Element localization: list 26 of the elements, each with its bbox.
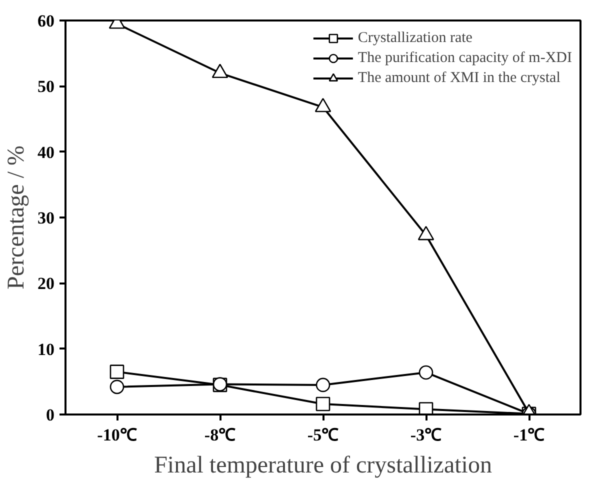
point (212, 64, 228, 78)
legend-label: The amount of XMI in the crystal (358, 70, 560, 86)
y-tick-label: 40 (38, 142, 54, 162)
y-tick-label: 20 (38, 274, 54, 294)
point (110, 364, 124, 379)
y-tick-label: 0 (46, 406, 54, 424)
legend-label: The purification capacity of m-XDI (358, 50, 572, 66)
x-tick-label: -8℃ (204, 426, 236, 444)
point (316, 378, 330, 392)
x-tick-label: -3℃ (410, 426, 442, 444)
legend-label: Crystallization rate (358, 30, 472, 46)
point (316, 396, 330, 412)
x-axis-title: Final temperature of crystallization (154, 452, 492, 478)
y-tick-label: 10 (38, 340, 54, 359)
x-tick-label: -5℃ (307, 426, 339, 444)
y-axis-title: Percentage / % (4, 146, 30, 290)
point (418, 226, 434, 240)
y-tick-label: 60 (38, 12, 54, 30)
point (314, 98, 332, 112)
point (418, 402, 434, 414)
x-tick-label: -1℃ (513, 426, 545, 444)
x-tick-label: -10℃ (97, 426, 137, 444)
point (110, 380, 124, 394)
y-tick-label: 30 (38, 208, 54, 228)
point (418, 365, 434, 380)
y-tick-label: 50 (38, 77, 54, 96)
